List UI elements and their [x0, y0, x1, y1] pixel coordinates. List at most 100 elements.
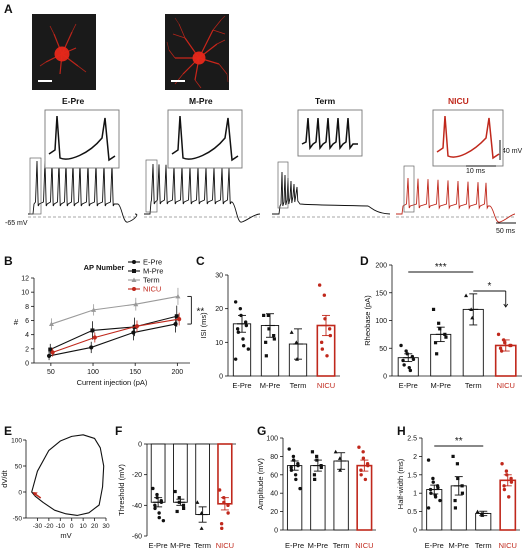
y-tick-label: 100 — [375, 318, 387, 325]
x-tick-label: 100 — [87, 369, 99, 376]
y-tick-label: 0.5 — [407, 509, 417, 516]
resting-potential-label: -65 mV — [5, 220, 28, 227]
data-point — [92, 335, 97, 340]
legend-label: Term — [143, 276, 160, 285]
data-point — [500, 462, 504, 466]
y-axis-label: Threshold (mV) — [117, 464, 126, 516]
data-point — [455, 462, 460, 466]
data-point — [238, 306, 243, 311]
series-line — [50, 315, 177, 351]
y-tick-label: 2 — [25, 346, 29, 353]
panel-label-a: A — [4, 2, 13, 16]
y-tick-label: 20 — [270, 509, 278, 516]
y-tick-label: 0 — [413, 528, 417, 535]
data-point — [90, 328, 95, 333]
scale-bar — [38, 80, 52, 82]
data-point — [294, 477, 298, 482]
inset-nicu — [432, 109, 504, 167]
y-tick-label: 1 — [413, 491, 417, 498]
x-tick-label: -30 — [33, 523, 43, 530]
panel-h-chart: E-Pre M-Pre Term NICU ** — [422, 436, 520, 550]
data-point — [407, 365, 411, 370]
inset-marker-box — [145, 159, 158, 213]
data-point — [50, 350, 55, 355]
data-point — [226, 503, 230, 508]
data-point — [319, 465, 323, 470]
y-tick-label: 12 — [21, 276, 29, 283]
data-point — [267, 327, 271, 331]
panel-d-chart: E-Pre M-Pre Term NICU**** — [392, 262, 522, 390]
bar — [173, 443, 188, 503]
legend-label: M-Pre — [143, 267, 163, 276]
data-point — [272, 337, 276, 341]
data-point — [499, 349, 504, 353]
data-point — [243, 320, 248, 324]
data-point — [509, 476, 513, 481]
series-line — [48, 323, 176, 357]
x-tick-label: M-Pre — [308, 541, 328, 550]
y-tick-label: 0 — [138, 442, 142, 449]
data-point — [453, 506, 458, 510]
trace-e-pre — [28, 160, 138, 223]
data-point — [151, 486, 155, 491]
inset-trace — [301, 117, 358, 151]
data-point — [175, 293, 181, 299]
data-point — [48, 321, 54, 327]
inset-trace — [171, 115, 239, 162]
data-point — [233, 357, 238, 361]
x-tick-label: Term — [333, 541, 350, 550]
data-point — [241, 344, 246, 348]
micrograph-e-pre — [32, 14, 96, 90]
data-point — [153, 503, 157, 508]
data-point — [426, 506, 431, 510]
data-point — [361, 456, 366, 460]
trace-term — [272, 171, 391, 215]
y-tick-label: 20 — [215, 306, 223, 313]
data-point — [433, 341, 438, 345]
data-point — [310, 450, 315, 454]
data-point — [411, 357, 416, 362]
inset-marker-box — [403, 165, 415, 213]
data-point — [444, 335, 448, 339]
data-point — [361, 450, 365, 454]
y-tick-label: -50 — [13, 516, 23, 523]
data-point — [435, 352, 439, 356]
data-point — [509, 343, 513, 348]
inset-e-pre — [44, 109, 120, 169]
data-point — [317, 283, 322, 287]
data-point — [433, 495, 438, 499]
cell-label-nicu: NICU — [448, 96, 469, 106]
data-point — [408, 368, 413, 373]
neuron-image — [39, 23, 87, 75]
data-point — [327, 327, 332, 331]
data-point — [475, 509, 480, 514]
data-point — [262, 313, 266, 317]
x-tick-label: 50 — [47, 369, 55, 376]
x-tick-label: 20 — [91, 523, 99, 530]
x-tick-label: Term — [290, 381, 307, 390]
legend-label: E-Pre — [143, 258, 162, 267]
panel-f-chart: E-Pre M-Pre Term NICU — [147, 443, 236, 550]
panel-f-y-axis: 0 -20 -40 -60 Threshold (mV) — [117, 442, 148, 541]
bar — [356, 464, 373, 531]
panel-c-chart: E-Pre M-Pre Term NICU — [228, 283, 340, 390]
data-point — [464, 293, 469, 298]
data-point — [291, 454, 296, 459]
x-tick-label: 150 — [129, 369, 141, 376]
data-point — [325, 354, 329, 358]
data-point — [293, 473, 298, 477]
x-tick-label: Term — [194, 541, 211, 550]
y-tick-label: 6 — [25, 318, 29, 325]
y-tick-label: 30 — [215, 273, 223, 280]
inset-term — [297, 109, 363, 157]
panel-label-b: B — [4, 254, 13, 268]
data-point — [498, 346, 503, 350]
x-tick-label: -10 — [56, 523, 66, 530]
data-point — [359, 473, 363, 477]
y-tick-label: -60 — [132, 534, 142, 541]
data-point — [401, 358, 405, 363]
data-point — [404, 349, 408, 353]
data-point — [322, 293, 327, 297]
inset-trace — [436, 115, 500, 160]
